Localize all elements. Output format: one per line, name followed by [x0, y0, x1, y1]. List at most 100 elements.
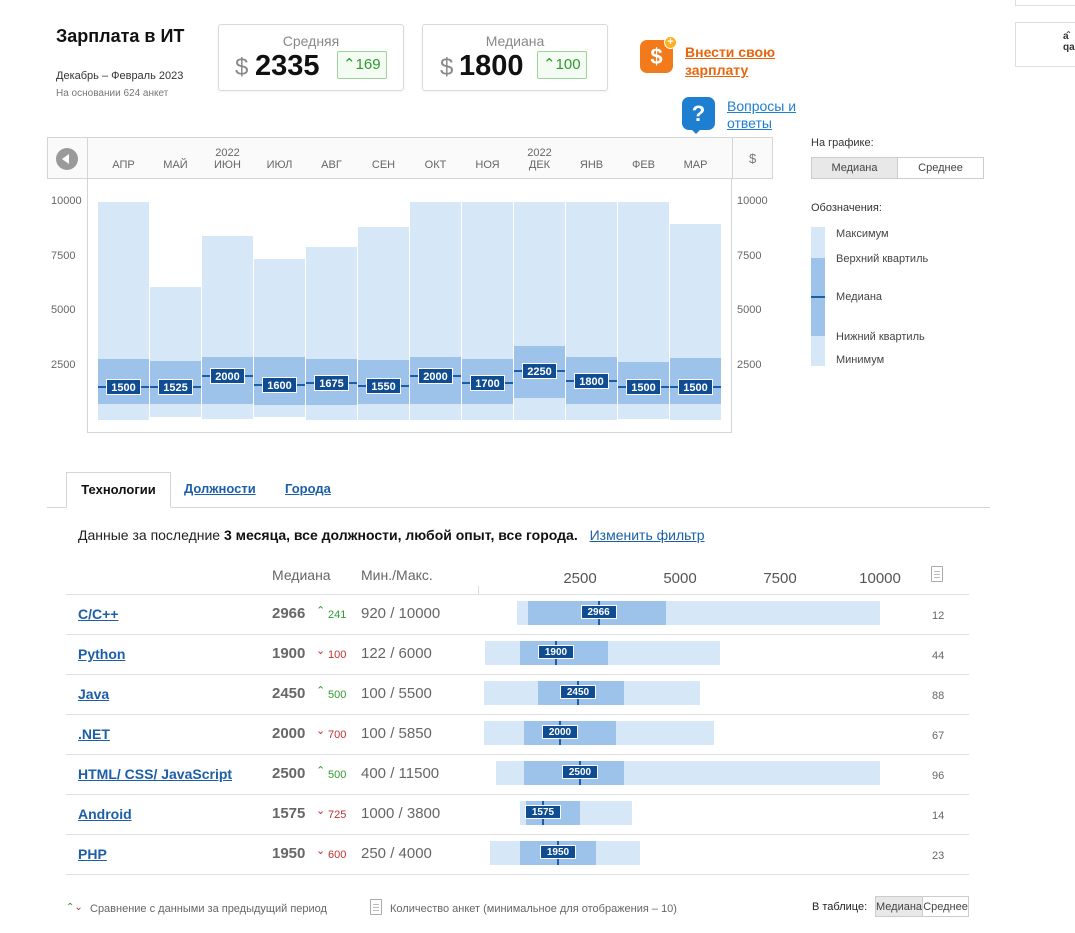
- arrow-up-icon: ⌃: [543, 56, 556, 73]
- row-count: 67: [932, 730, 945, 742]
- tech-name-link[interactable]: C/C++: [78, 606, 119, 622]
- faq-line-1: Вопросы и: [727, 98, 797, 114]
- corner-widget-top: [1015, 0, 1075, 6]
- row-count: 88: [932, 690, 945, 702]
- month-label: ОКТ: [424, 159, 447, 171]
- median-delta: 100: [555, 56, 581, 73]
- tab-technologies[interactable]: Технологии: [66, 472, 171, 508]
- month-label: ЯНВ: [579, 159, 604, 171]
- table-row: [66, 794, 969, 834]
- median-label: 1700: [470, 374, 505, 391]
- col-header-median: Медиана: [272, 567, 331, 583]
- tech-name-link[interactable]: Python: [78, 646, 126, 662]
- basis-label: На основании 624 анкет: [56, 88, 169, 99]
- median-label: 2250: [522, 362, 557, 379]
- table-mode-toggle: Медиана Среднее: [875, 896, 969, 917]
- y-tick-left: 2500: [51, 358, 76, 371]
- filter-details: 3 месяца, все должности, любой опыт, все…: [223, 527, 578, 543]
- tech-name-link[interactable]: HTML/ CSS/ JavaScript: [78, 766, 233, 782]
- chart-header-divider-right: [732, 137, 733, 179]
- row-median: 1950: [272, 845, 306, 862]
- tech-name-link[interactable]: Java: [78, 686, 110, 702]
- arrow-up-icon: ⌃: [316, 685, 326, 697]
- median-label: 1600: [262, 377, 297, 394]
- row-median-label: 1950: [540, 845, 576, 859]
- corner-widget[interactable]: а̂ qa: [1015, 22, 1075, 67]
- filter-prefix: Данные за последние: [78, 527, 221, 543]
- tabs-baseline: [47, 507, 990, 508]
- median-label: 1800: [574, 372, 609, 389]
- y-tick-left: 5000: [51, 304, 76, 316]
- median-label: 1500: [106, 379, 141, 396]
- table-mode-median[interactable]: Медиана: [876, 897, 924, 916]
- row-median: 2450: [272, 685, 306, 702]
- legend-median: Медиана: [836, 291, 883, 303]
- month-label: НОЯ: [475, 159, 500, 171]
- scale-label: 5000: [663, 570, 697, 587]
- median-label: 1500: [626, 379, 661, 396]
- corner-text-top: а̂: [1063, 31, 1069, 42]
- legend-upper-quartile: Верхний квартиль: [836, 253, 929, 265]
- median-stat-box: Медиана $ 1800 ⌃100: [422, 24, 608, 91]
- row-minmax: 400 / 11500: [361, 765, 440, 782]
- median-label: 1500: [678, 379, 713, 396]
- chart-prev-button[interactable]: [56, 148, 78, 170]
- row-median-label: 2000: [542, 725, 578, 739]
- median-label: 1525: [158, 378, 193, 395]
- question-bubble-icon[interactable]: ?: [682, 97, 715, 130]
- row-median: 2966: [272, 605, 306, 622]
- row-delta: 241: [328, 609, 347, 621]
- year-label: 2022: [527, 147, 552, 159]
- row-delta: 700: [328, 729, 347, 741]
- compare-arrows-icon: ⌃⌄: [66, 902, 83, 913]
- row-minmax: 100 / 5850: [361, 725, 432, 742]
- average-delta-badge: ⌃169: [337, 51, 387, 79]
- tab-cities[interactable]: Города: [285, 481, 331, 496]
- median-value: 1800: [459, 50, 524, 82]
- table-row: [66, 714, 969, 754]
- y-tick-right: 2500: [737, 358, 762, 371]
- table-row: [66, 634, 969, 674]
- average-stat-box: Средняя $ 2335 ⌃169: [218, 24, 404, 91]
- month-label: АПР: [112, 159, 135, 171]
- chart-mode-average[interactable]: Среднее: [918, 162, 963, 174]
- bubble-tail: [690, 128, 702, 134]
- faq-link[interactable]: Вопросы и ответы: [727, 98, 796, 132]
- chart-mode-median[interactable]: Медиана: [812, 158, 898, 178]
- row-count: 14: [932, 810, 945, 822]
- table-row: [66, 594, 969, 634]
- month-label: ДЕК: [528, 159, 551, 171]
- submit-salary-link[interactable]: Внести свою зарплату: [685, 43, 775, 79]
- compare-note: Сравнение с данными за предыдущий период: [90, 903, 327, 915]
- row-median-label: 1900: [538, 645, 574, 659]
- row-minmax: 122 / 6000: [361, 645, 432, 662]
- submit-line-1: Внести свою: [685, 44, 776, 60]
- month-label: ИЮЛ: [266, 159, 293, 171]
- arrow-down-icon: ⌄: [316, 725, 326, 737]
- count-column-icon[interactable]: [931, 566, 943, 582]
- median-label: Медиана: [485, 33, 545, 49]
- month-label: ФЕВ: [631, 159, 656, 171]
- table-bottom-border: [66, 874, 969, 875]
- y-tick-left: 7500: [51, 249, 76, 262]
- scale-label: 7500: [763, 570, 797, 587]
- table-mode-average[interactable]: Среднее: [923, 900, 968, 913]
- y-tick-right: 7500: [737, 249, 762, 262]
- row-delta: 725: [328, 809, 347, 821]
- month-label: МАЙ: [163, 159, 188, 171]
- tech-name-link[interactable]: PHP: [78, 846, 107, 862]
- row-delta: 600: [328, 849, 347, 861]
- tech-name-link[interactable]: .NET: [78, 726, 110, 742]
- row-minmax: 100 / 5500: [361, 685, 432, 702]
- legend-min: Минимум: [836, 354, 885, 366]
- table-row: [66, 674, 969, 714]
- y-tick-left: 10000: [51, 195, 82, 207]
- row-delta: 500: [328, 769, 347, 781]
- tech-name-link[interactable]: Android: [78, 806, 132, 822]
- median-label: 2000: [210, 368, 245, 385]
- row-minmax: 920 / 10000: [361, 605, 441, 622]
- change-filter-link[interactable]: Изменить фильтр: [589, 527, 705, 543]
- legend-max: Максимум: [836, 228, 889, 240]
- tab-positions[interactable]: Должности: [184, 481, 256, 496]
- row-median: 1900: [272, 645, 306, 662]
